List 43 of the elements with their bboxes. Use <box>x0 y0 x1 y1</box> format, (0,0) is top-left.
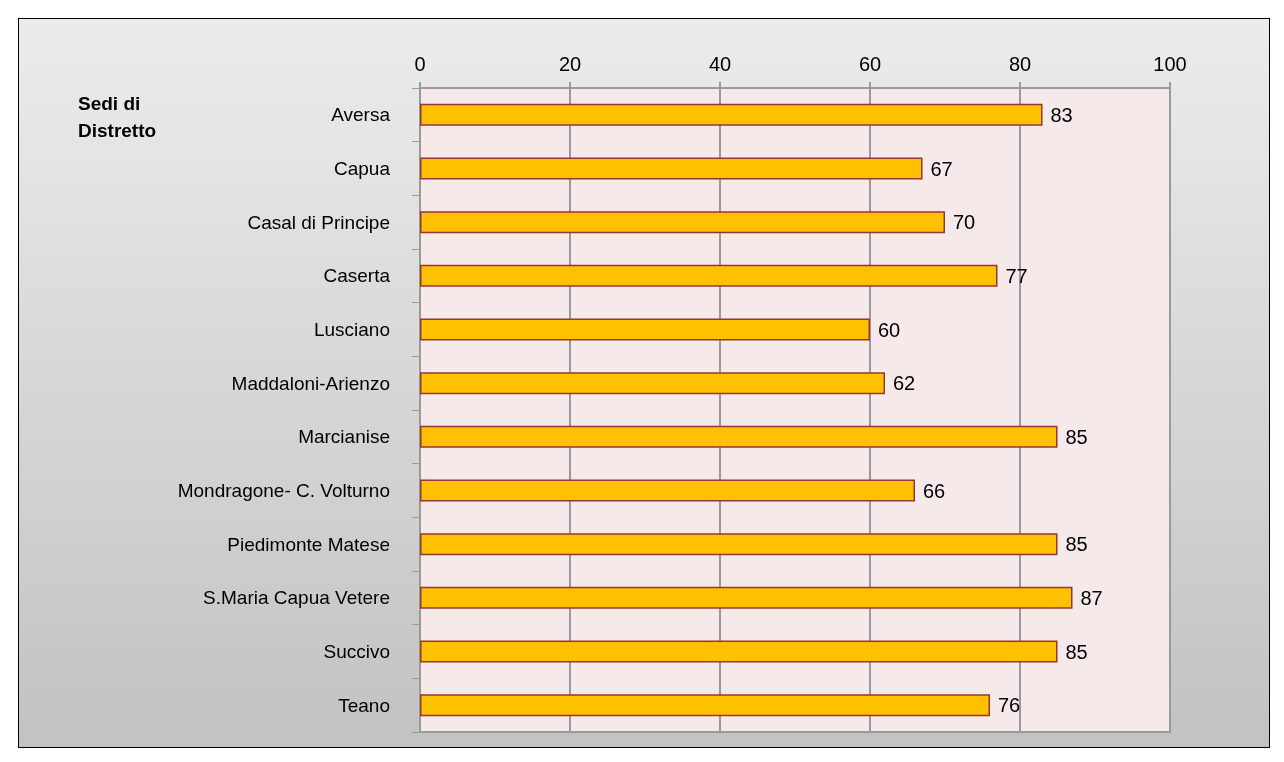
y-axis-title: Sedi di Distretto <box>78 93 157 141</box>
bar <box>420 211 945 234</box>
y-tick-label: Maddaloni-Arienzo <box>231 372 390 394</box>
y-tick-label: Aversa <box>331 104 391 126</box>
y-tick-label: Casal di Principe <box>247 211 390 233</box>
data-label: 85 <box>1065 425 1088 448</box>
data-label: 67 <box>930 157 953 180</box>
data-label: 70 <box>953 211 976 234</box>
y-tick-label: Succivo <box>323 641 390 662</box>
bar <box>420 157 923 180</box>
y-tick-label: Caserta <box>323 265 391 287</box>
data-label: 85 <box>1065 533 1088 556</box>
x-tick-label: 80 <box>1008 53 1032 75</box>
y-tick-label: Capua <box>334 158 391 179</box>
y-tick-label: Teano <box>338 694 390 716</box>
y-tick-label: Marcianise <box>298 426 390 448</box>
bar <box>420 694 990 717</box>
data-label: 77 <box>1005 264 1028 287</box>
y-tick-label: Piedimonte Matese <box>227 533 390 555</box>
data-label: 62 <box>893 372 916 395</box>
y-tick-label: S.Maria Capua Vetere <box>203 587 390 609</box>
data-label: 85 <box>1065 640 1088 663</box>
bar <box>420 533 1058 556</box>
data-label: 87 <box>1080 586 1103 609</box>
x-tick-label: 20 <box>558 53 582 75</box>
data-label: 66 <box>923 479 946 502</box>
x-tick-label: 0 <box>414 53 426 75</box>
bar <box>420 318 870 341</box>
x-tick-label: 60 <box>858 53 882 75</box>
bar <box>420 586 1073 609</box>
bar <box>420 264 998 287</box>
data-label: 83 <box>1050 103 1073 126</box>
y-tick-label: Lusciano <box>313 319 390 340</box>
data-label: 76 <box>998 694 1021 717</box>
y-tick-label: Mondragone- C. Volturno <box>177 480 390 501</box>
bar <box>420 372 885 395</box>
bar <box>420 425 1058 448</box>
x-tick-label: 100 <box>1153 53 1187 75</box>
bar <box>420 103 1043 126</box>
bar <box>420 479 915 502</box>
x-tick-label: 40 <box>708 53 732 75</box>
bar <box>420 640 1058 663</box>
data-label: 60 <box>878 318 901 341</box>
